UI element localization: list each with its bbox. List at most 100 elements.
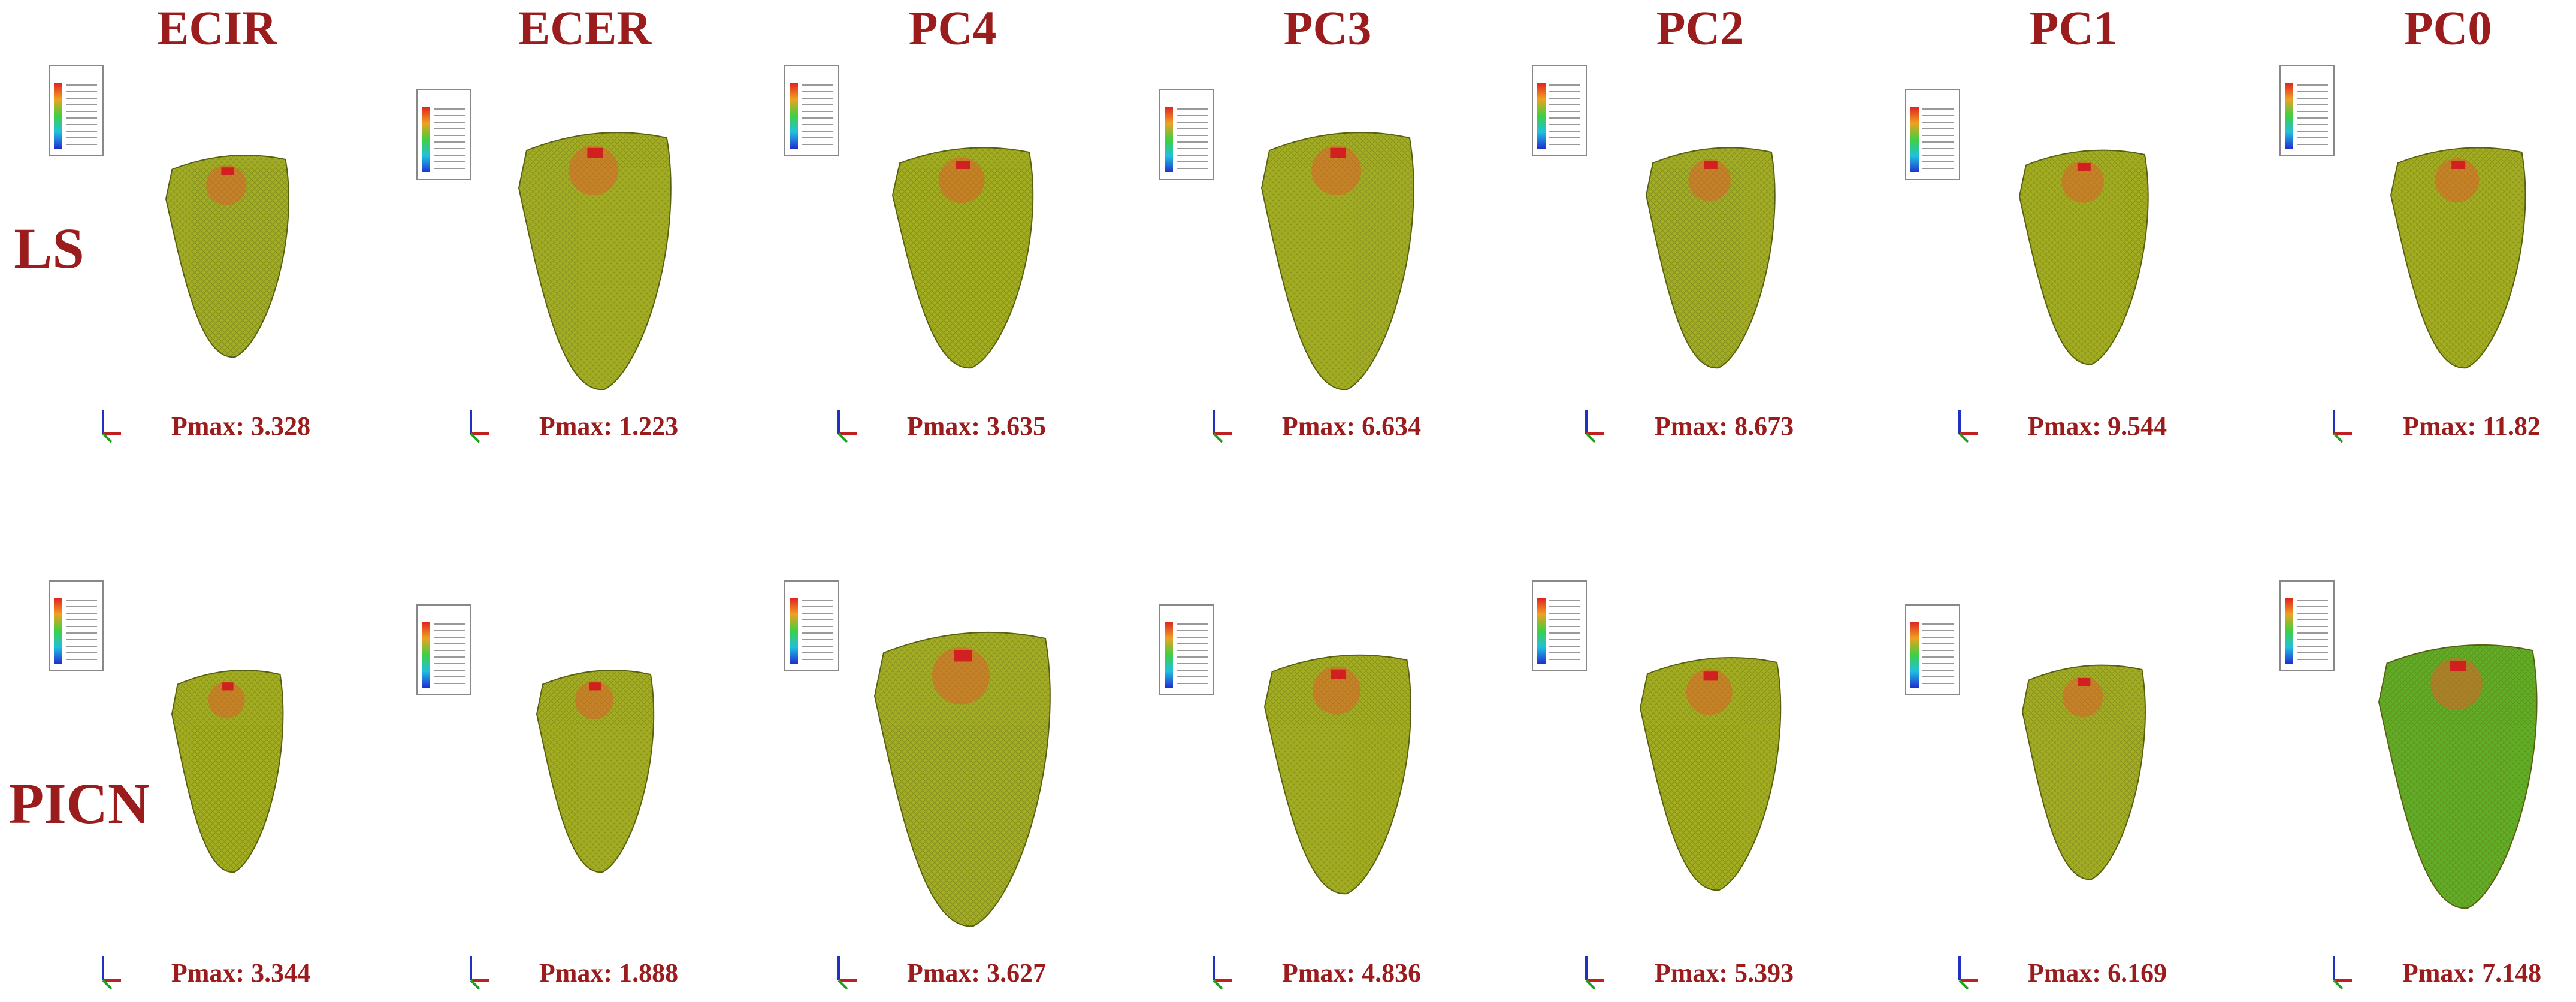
- pmax-label: Pmax: 3.627: [907, 958, 1046, 988]
- tooth-mesh: [1646, 147, 1775, 368]
- stress-spot: [1686, 669, 1733, 715]
- column-header: PC0: [2404, 2, 2492, 55]
- tooth-mesh: [166, 155, 289, 358]
- pmax-label: Pmax: 4.836: [1282, 958, 1421, 988]
- axis-icon: [837, 979, 848, 990]
- axis-icon: [102, 432, 113, 443]
- tooth-model: [1905, 604, 2146, 990]
- axis-icon: [102, 979, 113, 990]
- stress-peak: [2078, 678, 2091, 686]
- stress-spot: [2430, 658, 2483, 710]
- stress-spot: [1688, 159, 1731, 201]
- axis-icon: [470, 979, 480, 990]
- tooth-mesh: [1265, 655, 1411, 894]
- stress-peak: [587, 147, 603, 158]
- stress-spot: [2063, 676, 2103, 718]
- axis-icon: [1958, 979, 1969, 990]
- stress-peak: [221, 167, 234, 175]
- stress-peak: [1704, 161, 1718, 169]
- stress-peak: [2450, 661, 2466, 671]
- tooth-model: [49, 65, 289, 443]
- tooth-mesh: [2022, 665, 2145, 880]
- tooth-mesh: [2019, 150, 2148, 365]
- pmax-label: Pmax: 5.393: [1655, 958, 1794, 988]
- axis-icon: [837, 432, 848, 443]
- pmax-label: Pmax: 8.673: [1655, 411, 1794, 441]
- tooth-mesh: [1262, 132, 1414, 390]
- legend-scale: [1910, 622, 1919, 688]
- stress-peak: [1330, 147, 1346, 158]
- column-header: PC3: [1284, 2, 1372, 55]
- tooth-model: [1159, 604, 1411, 990]
- tooth-model: [1905, 89, 2149, 443]
- tooth-model: [1532, 65, 1776, 443]
- tooth-model: [784, 65, 1034, 443]
- stress-peak: [2077, 163, 2091, 171]
- stress-spot: [575, 680, 613, 719]
- tooth-mesh: [2391, 147, 2526, 368]
- legend-scale: [1165, 107, 1173, 172]
- stress-peak: [956, 161, 970, 169]
- legend-scale: [54, 598, 62, 664]
- axis-icon: [2333, 979, 2344, 990]
- legend-scale: [1537, 598, 1546, 664]
- axis-icon: [1213, 432, 1223, 443]
- pmax-label: Pmax: 3.344: [171, 958, 310, 988]
- legend-scale: [422, 622, 430, 688]
- tooth-model: [416, 89, 672, 443]
- pmax-label: Pmax: 1.223: [539, 411, 678, 441]
- tooth-mesh: [172, 670, 283, 873]
- legend-scale: [2285, 83, 2293, 149]
- pmax-label: Pmax: 3.635: [907, 411, 1046, 441]
- column-header: ECER: [518, 2, 652, 55]
- legend-scale: [2285, 598, 2293, 664]
- stress-spot: [569, 146, 619, 196]
- stress-peak: [1703, 671, 1718, 681]
- tooth-model: [416, 604, 655, 990]
- legend-scale: [1910, 107, 1919, 172]
- pmax-label: Pmax: 7.148: [2402, 958, 2541, 988]
- legend-scale: [422, 107, 430, 172]
- tooth-model: [1532, 580, 1782, 990]
- stress-spot: [208, 682, 245, 719]
- tooth-model: [2279, 65, 2526, 443]
- row-label: PICN: [9, 771, 150, 835]
- column-header: ECIR: [157, 2, 277, 55]
- stress-peak: [954, 650, 972, 662]
- stress-peak: [1331, 669, 1346, 679]
- axis-icon: [1585, 432, 1596, 443]
- column-header: PC2: [1656, 2, 1744, 55]
- pmax-label: Pmax: 3.328: [171, 411, 310, 441]
- stress-spot: [938, 157, 985, 204]
- tooth-model: [2279, 580, 2538, 990]
- axis-icon: [1958, 432, 1969, 443]
- tooth-mesh: [1640, 657, 1781, 891]
- tooth-model: [1159, 89, 1414, 443]
- tooth-model: [49, 580, 284, 990]
- axis-icon: [1585, 979, 1596, 990]
- tooth-mesh: [893, 147, 1033, 368]
- pmax-label: Pmax: 6.169: [2028, 958, 2167, 988]
- axis-icon: [1213, 979, 1223, 990]
- row-label: LS: [14, 216, 84, 280]
- axis-icon: [470, 432, 480, 443]
- tooth-model: [784, 580, 1051, 990]
- stress-spot: [2435, 158, 2480, 202]
- stress-peak: [222, 682, 234, 691]
- tooth-mesh: [537, 670, 654, 873]
- tooth-mesh: [519, 132, 671, 390]
- stress-peak: [2451, 161, 2466, 169]
- tooth-mesh: [875, 632, 1050, 927]
- pmax-label: Pmax: 11.82: [2403, 411, 2541, 441]
- legend-scale: [54, 83, 62, 149]
- stress-peak: [589, 682, 601, 691]
- pmax-label: Pmax: 6.634: [1282, 411, 1421, 441]
- column-header: PC4: [909, 2, 997, 55]
- column-header: PC1: [2030, 2, 2118, 55]
- axis-icon: [2333, 432, 2344, 443]
- legend-scale: [1165, 622, 1173, 688]
- stress-spot: [206, 165, 247, 205]
- pmax-label: Pmax: 1.888: [539, 958, 678, 988]
- legend-scale: [790, 83, 798, 149]
